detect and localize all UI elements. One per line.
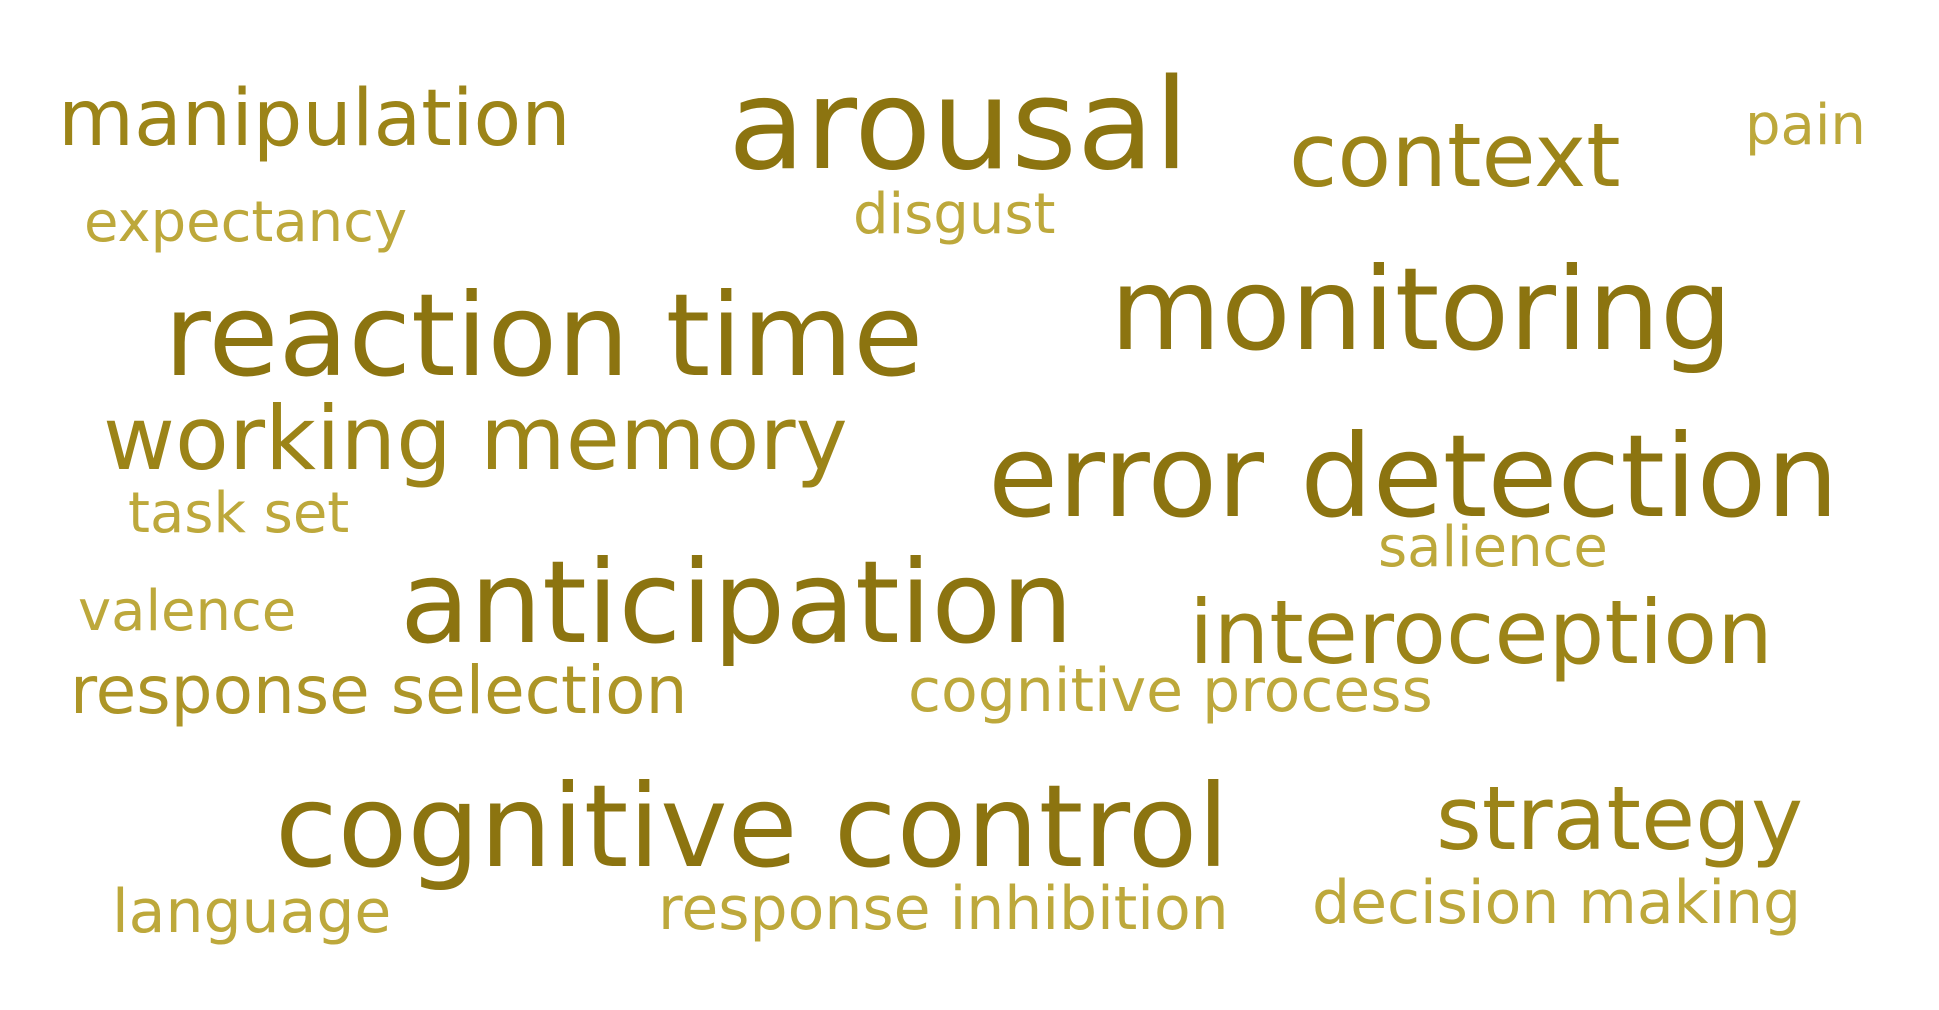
word-decision-making: decision making bbox=[1312, 868, 1802, 938]
word-pain: pain bbox=[1745, 93, 1866, 158]
word-reaction-time: reaction time bbox=[164, 269, 924, 402]
word-strategy: strategy bbox=[1436, 767, 1804, 870]
word-interoception: interoception bbox=[1189, 581, 1773, 684]
word-language: language bbox=[112, 877, 392, 947]
word-expectancy: expectancy bbox=[84, 190, 408, 255]
word-working-memory: working memory bbox=[103, 387, 848, 490]
word-cognitive-control: cognitive control bbox=[275, 760, 1230, 893]
word-arousal: arousal bbox=[728, 51, 1190, 198]
word-valence: valence bbox=[78, 579, 297, 644]
word-error-detection: error detection bbox=[988, 410, 1839, 543]
word-cognitive-process: cognitive process bbox=[908, 656, 1433, 726]
word-anticipation: anticipation bbox=[400, 536, 1074, 669]
word-response-inhibition: response inhibition bbox=[658, 874, 1229, 944]
word-manipulation: manipulation bbox=[58, 74, 571, 164]
word-disgust: disgust bbox=[853, 182, 1056, 247]
word-task-set: task set bbox=[128, 481, 350, 546]
word-response-selection: response selection bbox=[70, 652, 688, 729]
word-salience: salience bbox=[1378, 515, 1608, 580]
word-context: context bbox=[1289, 104, 1621, 207]
word-monitoring: monitoring bbox=[1110, 243, 1733, 376]
